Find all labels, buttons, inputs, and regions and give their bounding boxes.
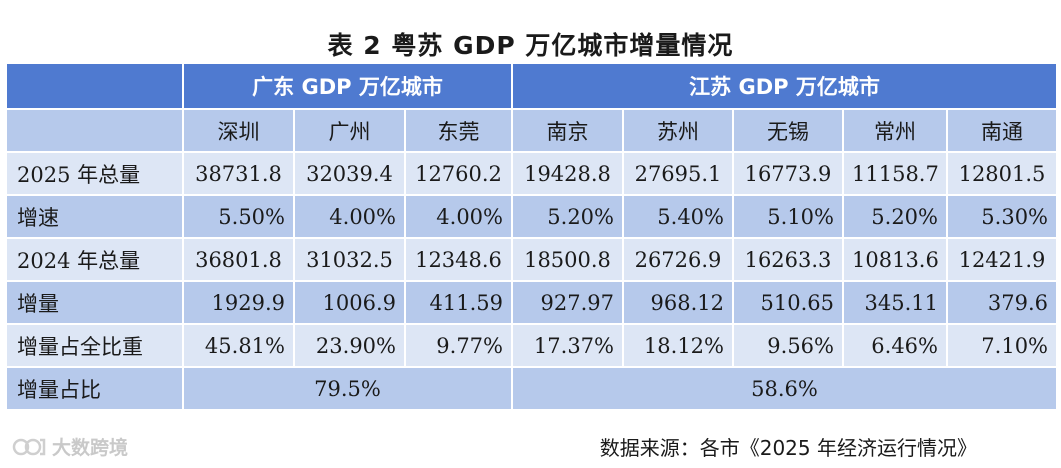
table-cell: 32039.4 — [293, 151, 406, 196]
table-cell: 45.81% — [182, 323, 295, 368]
table-cell: 5.40% — [622, 194, 734, 239]
row-label: 2024 年总量 — [5, 237, 184, 282]
table-cell: 927.97 — [511, 280, 624, 325]
table-row: 增速 5.50% 4.00% 4.00% 5.20% 5.40% 5.10% 5… — [5, 194, 1059, 239]
city-header: 常州 — [842, 108, 948, 153]
table-cell: 1006.9 — [293, 280, 406, 325]
table-cell: 36801.8 — [182, 237, 295, 282]
table-cell: 9.77% — [404, 323, 513, 368]
city-header-row: 深圳 广州 东莞 南京 苏州 无锡 常州 南通 — [5, 108, 1059, 153]
table-cell: 5.30% — [945, 194, 1059, 239]
table-cell: 26726.9 — [622, 237, 734, 282]
city-header-corner — [5, 108, 184, 153]
table-cell: 18500.8 — [511, 237, 624, 282]
row-label: 增量占比 — [5, 366, 184, 411]
table-cell: 5.20% — [842, 194, 948, 239]
table-cell: 23.90% — [293, 323, 406, 368]
table-cell: 5.50% — [182, 194, 295, 239]
gdp-table: 广东 GDP 万亿城市 江苏 GDP 万亿城市 深圳 广州 东莞 南京 苏州 无… — [5, 62, 1059, 411]
table-cell: 31032.5 — [293, 237, 406, 282]
city-header: 无锡 — [732, 108, 844, 153]
table-cell: 17.37% — [511, 323, 624, 368]
table-cell: 5.10% — [732, 194, 844, 239]
table-cell: 12421.9 — [945, 237, 1059, 282]
table-cell: 968.12 — [622, 280, 734, 325]
table-cell: 38731.8 — [182, 151, 295, 196]
table-cell: 6.46% — [842, 323, 948, 368]
table-row: 2024 年总量 36801.8 31032.5 12348.6 18500.8… — [5, 237, 1059, 282]
watermark: 大数跨境 — [12, 433, 128, 460]
row-label: 增速 — [5, 194, 184, 239]
city-header: 东莞 — [404, 108, 513, 153]
region-header-row: 广东 GDP 万亿城市 江苏 GDP 万亿城市 — [5, 62, 1059, 110]
table-cell: 12760.2 — [404, 151, 513, 196]
table-cell: 4.00% — [404, 194, 513, 239]
table-cell: 1929.9 — [182, 280, 295, 325]
table-cell: 18.12% — [622, 323, 734, 368]
city-header: 广州 — [293, 108, 406, 153]
city-header: 南京 — [511, 108, 624, 153]
watermark-text: 大数跨境 — [52, 437, 129, 459]
table-row: 增量占全比重 45.81% 23.90% 9.77% 17.37% 18.12%… — [5, 323, 1059, 368]
row-label: 增量 — [5, 280, 184, 325]
row-label: 2025 年总量 — [5, 151, 184, 196]
table-cell: 10813.6 — [842, 237, 948, 282]
share-jiangsu-cell: 58.6% — [510, 366, 1059, 411]
row-label: 增量占全比重 — [5, 323, 184, 368]
source-note: 数据来源：各市《2025 年经济运行情况》 — [599, 436, 977, 460]
table-row: 2025 年总量 38731.8 32039.4 12760.2 19428.8… — [5, 151, 1059, 196]
table-cell: 12801.5 — [945, 151, 1059, 196]
share-guangdong-cell: 79.5% — [182, 366, 513, 411]
table-cell: 27695.1 — [622, 151, 734, 196]
table-title: 表 2 粤苏 GDP 万亿城市增量情况 — [327, 31, 734, 60]
region-header-jiangsu: 江苏 GDP 万亿城市 — [510, 62, 1059, 110]
table-cell: 16773.9 — [732, 151, 844, 196]
table-cell: 4.00% — [293, 194, 406, 239]
table-cell: 5.20% — [511, 194, 624, 239]
city-header: 苏州 — [622, 108, 734, 153]
table-cell: 11158.7 — [842, 151, 948, 196]
table-cell: 7.10% — [945, 323, 1059, 368]
table-cell: 345.11 — [842, 280, 948, 325]
share-row: 增量占比 79.5% 58.6% — [5, 366, 1059, 411]
table-cell: 16263.3 — [732, 237, 844, 282]
region-header-guangdong: 广东 GDP 万亿城市 — [182, 62, 513, 110]
table-cell: 379.6 — [945, 280, 1059, 325]
table-cell: 411.59 — [404, 280, 513, 325]
table-cell: 12348.6 — [404, 237, 513, 282]
city-header: 南通 — [945, 108, 1059, 153]
corner-cell — [5, 62, 184, 110]
watermark-logo-icon — [12, 436, 46, 458]
table-row: 增量 1929.9 1006.9 411.59 927.97 968.12 51… — [5, 280, 1059, 325]
table-cell: 510.65 — [732, 280, 844, 325]
table-cell: 19428.8 — [511, 151, 624, 196]
city-header: 深圳 — [182, 108, 295, 153]
table-cell: 9.56% — [732, 323, 844, 368]
